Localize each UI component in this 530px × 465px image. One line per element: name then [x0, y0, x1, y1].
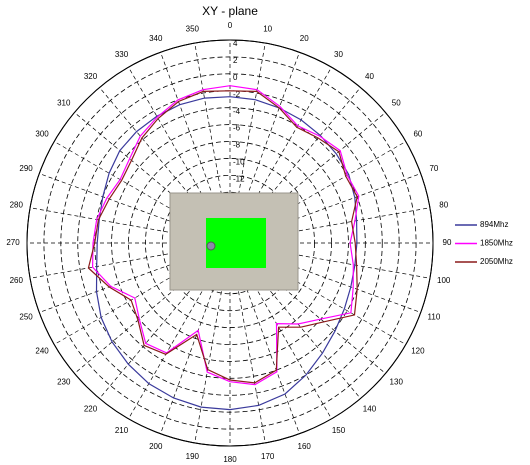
- spoke: [229, 141, 406, 244]
- angle-label: 140: [363, 404, 377, 413]
- grid-ring: [111, 124, 349, 362]
- angle-label: 40: [365, 72, 374, 81]
- outer-ring: [26, 39, 434, 447]
- angle-label: 320: [84, 72, 98, 81]
- angle-label: 110: [428, 312, 441, 321]
- grid-ring: [77, 90, 383, 396]
- angle-label: 350: [186, 24, 200, 33]
- device-box: [169, 192, 299, 291]
- angle-label: 190: [186, 452, 200, 461]
- r-tick-label: -10: [233, 158, 245, 167]
- angle-label: 270: [6, 238, 20, 247]
- spoke: [229, 242, 386, 374]
- chart-title: XY - plane: [202, 4, 258, 18]
- grid-ring: [60, 73, 400, 413]
- angle-label: 220: [84, 404, 98, 413]
- angle-label: 80: [439, 200, 448, 209]
- angle-label: 250: [19, 312, 33, 321]
- grid-ring: [43, 56, 417, 430]
- angle-label: 260: [10, 276, 24, 285]
- angle-label: 210: [115, 426, 129, 435]
- device-screen: [206, 218, 266, 268]
- spoke: [74, 242, 231, 374]
- angle-label: 90: [443, 238, 452, 247]
- spoke: [99, 242, 231, 399]
- angle-label: 340: [149, 34, 163, 43]
- angle-label: 0: [228, 21, 233, 30]
- legend-label: 894Mhz: [480, 220, 508, 229]
- angle-label: 30: [334, 50, 343, 59]
- spoke: [99, 87, 231, 244]
- r-tick-label: -8: [233, 141, 241, 150]
- angle-label: 300: [35, 130, 49, 139]
- device-button: [206, 241, 216, 251]
- angle-label: 280: [10, 200, 24, 209]
- grid-ring: [145, 158, 315, 328]
- angle-label: 160: [298, 442, 312, 451]
- series-line: [87, 90, 358, 384]
- angle-label: 230: [57, 378, 71, 387]
- legend-label: 2050Mhz: [480, 257, 513, 266]
- r-tick-label: 0: [233, 73, 238, 82]
- angle-label: 60: [413, 130, 422, 139]
- series-line: [91, 85, 360, 386]
- angle-label: 170: [261, 452, 275, 461]
- angle-label: 240: [35, 347, 49, 356]
- angle-label: 310: [57, 99, 71, 108]
- r-tick-label: -6: [233, 124, 241, 133]
- angle-label: 50: [392, 99, 401, 108]
- angle-label: 120: [411, 347, 425, 356]
- angle-label: 200: [149, 442, 163, 451]
- angle-label: 130: [390, 378, 404, 387]
- angle-label: 20: [300, 34, 309, 43]
- angle-label: 150: [332, 426, 346, 435]
- angle-label: 180: [223, 455, 237, 464]
- data-layer: [87, 85, 360, 411]
- angle-label: 100: [437, 276, 451, 285]
- r-tick-label: -4: [233, 107, 241, 116]
- r-tick-label: 4: [233, 39, 238, 48]
- angle-label: 70: [429, 164, 438, 173]
- r-tick-label: -12: [233, 174, 245, 183]
- r-tick-label: -2: [233, 90, 241, 99]
- angle-label: 330: [115, 50, 129, 59]
- angle-label: 290: [19, 164, 33, 173]
- r-tick-label: 2: [233, 56, 238, 65]
- series-line: [95, 96, 358, 411]
- legend-label: 1850Mhz: [480, 239, 513, 248]
- angle-label: 10: [263, 24, 272, 33]
- legend: 894Mhz 1850Mhz 2050Mhz: [455, 220, 513, 266]
- grid-ring: [128, 141, 332, 345]
